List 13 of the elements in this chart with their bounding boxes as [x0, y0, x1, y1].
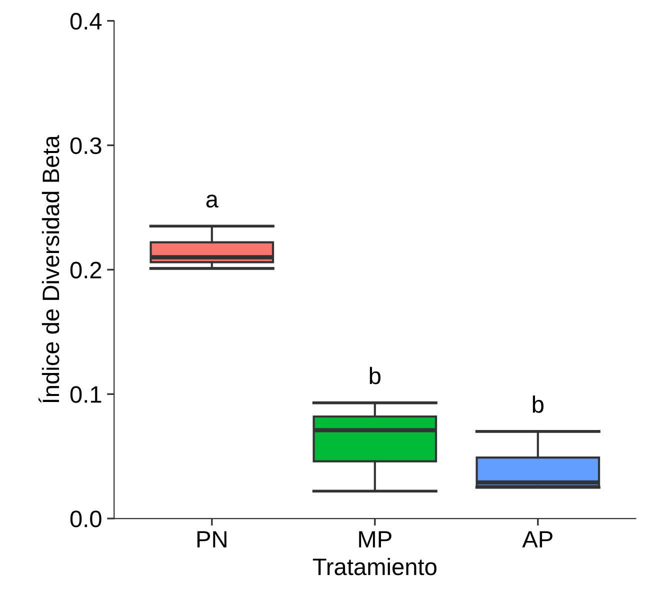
x-tick-label: PN	[197, 531, 226, 548]
y-tick-label: 0.0	[70, 510, 102, 528]
x-tick-label: MP	[359, 531, 392, 548]
annotation: b	[370, 366, 380, 384]
x-axis-title: Tratamiento	[312, 558, 436, 576]
y-tick-label: 0.1	[70, 386, 102, 403]
y-tick-label: 0.4	[70, 12, 102, 30]
annotation: a	[206, 194, 218, 208]
y-axis-title: Índice de Diversidad Beta	[38, 135, 60, 403]
y-tick-label: 0.2	[70, 262, 102, 278]
y-tick-label: 0.3	[70, 137, 102, 154]
x-tick-label: AP	[522, 531, 552, 548]
annotation: b	[532, 396, 544, 413]
